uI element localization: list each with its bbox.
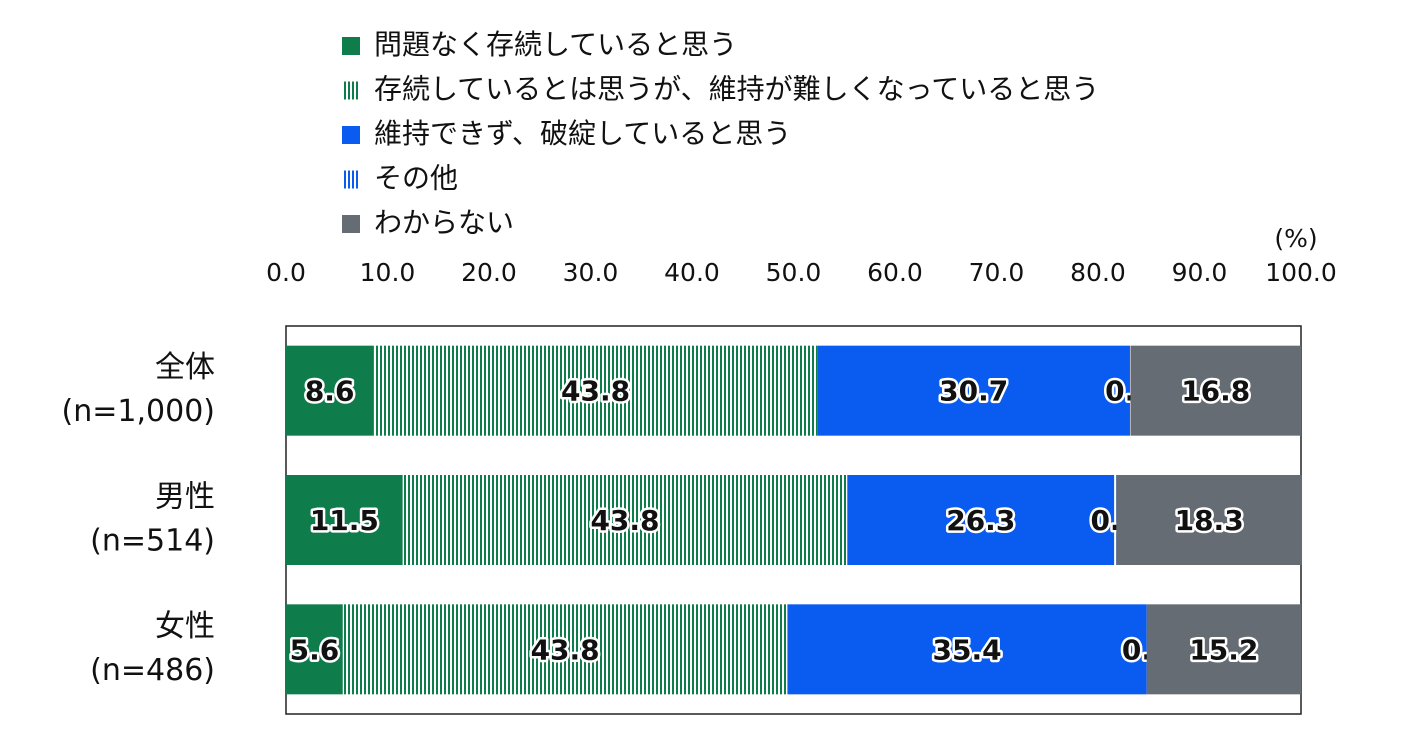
- bar-segment: [1116, 475, 1303, 565]
- x-tick-label: 60.0: [867, 258, 923, 287]
- value-label: 43.8: [590, 504, 659, 537]
- value-label: 35.4: [933, 633, 1002, 666]
- bar-segment: [1114, 475, 1117, 565]
- bar-segment: [286, 345, 374, 436]
- value-label: 8.6: [305, 375, 355, 408]
- sample-size-label: (n=486): [90, 653, 215, 688]
- bar-segment: [1130, 345, 1301, 436]
- legend-swatch: [342, 215, 360, 233]
- sample-size-label: (n=514): [90, 524, 215, 559]
- value-label: 11.5: [310, 504, 379, 537]
- category-label: 全体: [155, 350, 215, 385]
- x-tick-label: 90.0: [1172, 258, 1228, 287]
- x-tick-label: 40.0: [664, 258, 720, 287]
- x-tick-label: 70.0: [969, 258, 1025, 287]
- bar-segment: [817, 345, 1130, 436]
- sample-size-label: (n=1,000): [62, 394, 215, 429]
- value-label: 18.3: [1175, 504, 1244, 537]
- bar-segment: [373, 345, 818, 436]
- x-tick-label: 100.0: [1265, 258, 1337, 287]
- legend-label: わからない: [374, 206, 514, 239]
- legend-label: その他: [374, 162, 458, 195]
- x-tick-label: 30.0: [563, 258, 619, 287]
- bar-segment: [342, 604, 788, 695]
- bar-segment: [787, 604, 1147, 695]
- x-tick-label: 0.0: [266, 258, 306, 287]
- value-label: 30.7: [939, 375, 1008, 408]
- bar-segment: [286, 475, 403, 565]
- bar-segment: [286, 604, 343, 695]
- value-label: 16.8: [1181, 375, 1250, 408]
- value-label: 5.6: [290, 633, 340, 666]
- legend-swatch: [342, 126, 360, 144]
- value-label: 43.8: [561, 375, 630, 408]
- bar-segment: [847, 475, 1115, 565]
- x-tick-label: 10.0: [360, 258, 416, 287]
- bar-segment: [1129, 345, 1131, 436]
- legend-label: 存続しているとは思うが、維持が難しくなっていると思う: [374, 73, 1099, 106]
- legend-label: 維持できず、破綻していると思う: [374, 117, 791, 150]
- value-label: 43.8: [531, 633, 600, 666]
- x-tick-label: 50.0: [766, 258, 822, 287]
- category-label: 女性: [155, 609, 215, 644]
- bar-segment: [402, 475, 848, 565]
- legend-swatch: [342, 170, 360, 189]
- bar-segment: [1146, 604, 1301, 695]
- value-label: 15.2: [1189, 633, 1258, 666]
- legend-swatch: [342, 37, 360, 55]
- category-label: 男性: [155, 480, 215, 515]
- legend-swatch: [342, 81, 360, 100]
- x-tick-label: 20.0: [461, 258, 517, 287]
- legend-label: 問題なく存続していると思う: [374, 28, 737, 61]
- unit-label: (%): [1274, 224, 1317, 253]
- value-label: 26.3: [946, 504, 1015, 537]
- x-tick-label: 80.0: [1070, 258, 1126, 287]
